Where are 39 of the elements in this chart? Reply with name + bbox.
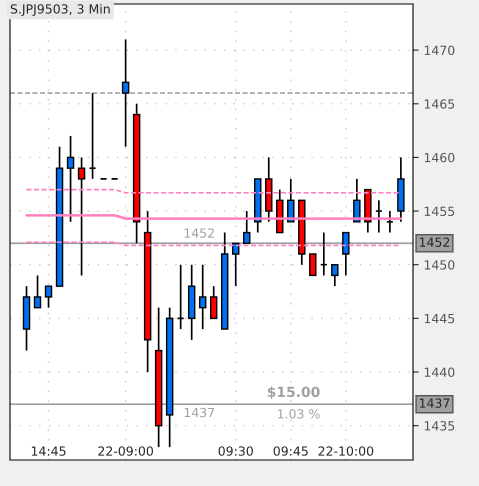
y-tick-label: 1460 — [424, 152, 454, 162]
candlestick — [375, 200, 383, 234]
annotation: 1452 — [184, 228, 214, 238]
candlestick — [243, 210, 250, 244]
candlestick — [78, 156, 86, 276]
x-tick-label: 14:45 — [32, 446, 66, 456]
y-tick-label: 1470 — [424, 46, 454, 56]
candlestick — [320, 232, 328, 276]
y-tick-label: 1435 — [424, 421, 454, 431]
candlestick — [386, 210, 394, 234]
candlestick — [44, 285, 52, 308]
candlestick — [353, 178, 361, 223]
y-tick-label: 1440 — [424, 367, 454, 377]
candlestick — [232, 242, 240, 288]
chart-title: S.JPJ9503, 3 Min — [10, 4, 110, 16]
y-tick-label: 1445 — [424, 314, 454, 324]
annotation: 1437 — [184, 408, 214, 418]
candlestick — [34, 274, 42, 308]
x-tick-label: 09:30 — [218, 446, 253, 456]
ref-line-label: 1452 — [420, 237, 450, 247]
x-tick-label: 22-09:00 — [98, 446, 154, 456]
candlestick — [198, 264, 206, 330]
annotation: 1.03 % — [278, 409, 320, 419]
candlestick — [210, 285, 218, 320]
ref-line-label: 1437 — [420, 398, 450, 408]
candlestick — [309, 253, 317, 276]
candlestick — [66, 135, 74, 223]
x-tick-label: 22-10:00 — [318, 446, 374, 456]
candlestick — [88, 92, 96, 180]
y-tick-label: 1455 — [424, 206, 454, 216]
y-tick-label: 1465 — [424, 99, 454, 109]
annotation: $15.00 — [268, 386, 320, 399]
y-tick-label: 1450 — [424, 260, 454, 270]
candlestick — [331, 264, 339, 288]
candlestick — [176, 264, 185, 330]
candlestick — [287, 178, 294, 223]
x-tick-label: 09:45 — [274, 446, 308, 456]
candlestick — [342, 232, 350, 276]
candlestick — [122, 38, 130, 148]
